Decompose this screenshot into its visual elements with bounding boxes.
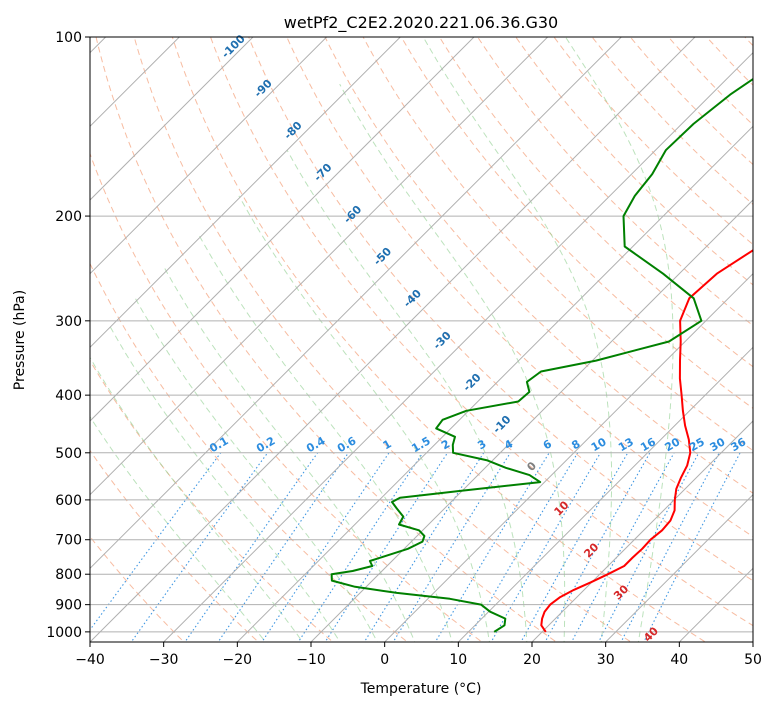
moist-adiabat-line xyxy=(164,268,416,642)
skewed-isotherms xyxy=(90,37,753,642)
x-tick-label: −40 xyxy=(75,652,105,668)
isotherm-line xyxy=(90,37,475,422)
x-tick-label: 20 xyxy=(523,652,541,668)
y-tick-label: 700 xyxy=(55,533,82,549)
dry-adiabat-line xyxy=(95,37,558,642)
mixing-ratio-line xyxy=(217,452,349,642)
mixing-ratio-line xyxy=(434,452,550,642)
isotherm-line xyxy=(90,37,623,570)
isotherm-line xyxy=(604,493,753,642)
mixing-ratio-line xyxy=(490,452,601,642)
mixing-ratio-line xyxy=(620,452,720,642)
mixing-ratio-line xyxy=(520,452,629,642)
dry-adiabat-line xyxy=(438,37,753,368)
y-tick-label: 100 xyxy=(55,30,82,46)
y-tick-label: 500 xyxy=(55,446,82,462)
x-tick-label: 30 xyxy=(597,652,615,668)
mixing-ratio-line xyxy=(297,452,424,642)
plot-frame xyxy=(89,36,754,643)
isotherm-line xyxy=(531,420,753,642)
chart-title: wetPf2_C2E2.2020.221.06.36.G30 xyxy=(284,13,558,33)
dry-adiabat-line xyxy=(400,37,753,409)
dry-adiabat-line xyxy=(210,37,753,627)
moist-adiabat-line xyxy=(90,415,267,642)
dry-adiabat-line xyxy=(90,449,260,642)
y-tick-label: 800 xyxy=(55,567,82,583)
moist-adiabat-line xyxy=(108,324,341,642)
y-tick-label: 600 xyxy=(55,493,82,509)
x-tick-label: 40 xyxy=(670,652,688,668)
dry-adiabat-line xyxy=(90,262,409,642)
mixing-ratio-line xyxy=(90,452,222,631)
isotherm-line xyxy=(90,37,696,642)
isotherm-line xyxy=(457,346,753,642)
background-lines xyxy=(90,37,753,642)
isotherm-line xyxy=(383,272,753,642)
axes: −40 −30 −20 −10 0 10 20 30 40 50 100 200 300 400 500 60… xyxy=(46,30,762,668)
dry-adiabat-line xyxy=(629,37,753,166)
moist-adiabat-line xyxy=(339,83,566,642)
isotherm-line xyxy=(90,37,549,496)
x-tick-label: −10 xyxy=(296,652,326,668)
mixing-ratio-line xyxy=(261,452,390,642)
x-axis-title: Temperature (°C) xyxy=(360,681,482,697)
x-tick-label: 50 xyxy=(744,652,762,668)
isotherm-line xyxy=(310,199,753,642)
y-tick-label: 200 xyxy=(55,209,82,225)
moist-adiabat-line xyxy=(134,298,378,642)
y-tick-label: 900 xyxy=(55,598,82,614)
mixing-ratio-line xyxy=(571,452,675,642)
y-axis-title: Pressure (hPa) xyxy=(12,290,28,390)
x-tick-label: 0 xyxy=(380,652,389,668)
mixing-ratio-line xyxy=(643,452,741,642)
dry-adiabat-line xyxy=(286,37,753,538)
y-tick-label: 300 xyxy=(55,314,82,330)
isotherm-line xyxy=(236,125,753,642)
dry-adiabat-line xyxy=(324,37,753,494)
mixing-ratio-line xyxy=(324,452,448,642)
isotherm-line xyxy=(162,51,753,642)
mixing-ratio-line xyxy=(598,452,700,642)
mixing-ratio-line xyxy=(184,452,319,642)
x-tick-label: 10 xyxy=(449,652,467,668)
dry-adiabat-line xyxy=(477,37,753,327)
isotherm-line xyxy=(90,37,402,349)
x-tick-label: −20 xyxy=(223,652,253,668)
dewpoint-profile-line xyxy=(330,77,753,633)
series-lines xyxy=(330,77,753,633)
moist-adiabat-line xyxy=(198,234,453,642)
x-tick-label: −30 xyxy=(149,652,179,668)
y-tick-label: 400 xyxy=(55,388,82,404)
y-tick-label: 1000 xyxy=(46,625,82,641)
dry-adiabat-line xyxy=(90,152,483,642)
isotherm-line xyxy=(90,37,328,275)
isotherm-line xyxy=(90,37,254,201)
moist-adiabat-line xyxy=(238,195,491,642)
dry-adiabat-line xyxy=(362,37,753,452)
temperature-profile-line xyxy=(540,249,753,633)
mixing-ratio-line xyxy=(465,452,579,642)
dry-adiabat-line xyxy=(133,37,632,642)
dry-adiabat-line xyxy=(248,37,753,582)
dry-adiabat-line xyxy=(90,359,334,642)
dry-adiabat-line xyxy=(515,37,753,286)
